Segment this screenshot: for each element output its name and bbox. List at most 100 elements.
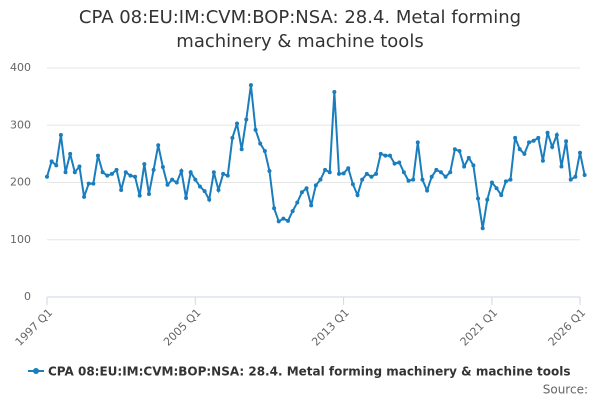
y-tick-label: 300 <box>10 118 31 131</box>
data-point <box>68 151 73 156</box>
data-point <box>568 177 573 182</box>
data-point <box>216 187 221 192</box>
data-point <box>397 160 402 165</box>
data-point <box>452 147 457 152</box>
data-point <box>550 145 555 150</box>
data-point <box>522 151 527 156</box>
data-point <box>86 181 91 186</box>
data-point <box>299 190 304 195</box>
data-point <box>290 209 295 214</box>
data-point <box>438 170 443 175</box>
data-point <box>123 170 128 175</box>
x-tick-label: 2013 Q1 <box>309 306 352 349</box>
data-point <box>531 138 536 143</box>
data-point <box>332 90 337 95</box>
x-tick-label: 2021 Q1 <box>458 306 501 349</box>
data-point <box>197 184 202 189</box>
data-point <box>369 174 374 179</box>
data-point <box>281 216 286 221</box>
data-point <box>225 173 230 178</box>
data-point <box>503 179 508 184</box>
data-point <box>170 177 175 182</box>
data-point <box>420 177 425 182</box>
data-point <box>295 200 300 205</box>
data-point <box>91 181 96 186</box>
data-point <box>309 203 314 208</box>
data-point <box>443 174 448 179</box>
data-point <box>323 167 328 172</box>
data-point <box>207 197 212 202</box>
y-tick-label: 0 <box>24 290 31 303</box>
data-point <box>109 171 114 176</box>
data-point <box>58 132 63 137</box>
data-point <box>318 177 323 182</box>
data-point <box>146 191 151 196</box>
data-point <box>235 121 240 126</box>
data-point <box>119 187 124 192</box>
data-point <box>554 132 559 137</box>
data-point <box>564 139 569 144</box>
data-point <box>582 173 587 178</box>
data-point <box>276 219 281 224</box>
x-tick-label: 1997 Q1 <box>13 306 56 349</box>
data-point <box>105 173 110 178</box>
legend-label: CPA 08:EU:IM:CVM:BOP:NSA: 28.4. Metal fo… <box>48 365 571 379</box>
data-point <box>434 167 439 172</box>
data-point <box>262 149 267 154</box>
data-point <box>387 153 392 158</box>
data-point <box>244 117 249 122</box>
data-point <box>95 153 100 158</box>
data-point <box>448 170 453 175</box>
y-tick-label: 100 <box>10 233 31 246</box>
data-point <box>327 170 332 175</box>
data-point <box>364 171 369 176</box>
data-point <box>383 153 388 158</box>
data-point <box>188 170 193 175</box>
data-point <box>429 174 434 179</box>
data-point <box>471 163 476 168</box>
data-point <box>517 147 522 152</box>
data-point <box>355 193 360 198</box>
data-point <box>480 226 485 231</box>
data-point <box>540 158 545 163</box>
data-point <box>174 180 179 185</box>
data-point <box>45 174 49 179</box>
data-point <box>128 173 133 178</box>
data-point <box>341 171 346 176</box>
data-point <box>485 197 490 202</box>
data-point <box>527 140 532 145</box>
data-point <box>401 170 406 175</box>
data-point <box>392 161 397 166</box>
data-point <box>221 171 226 176</box>
y-tick-label: 400 <box>10 61 31 74</box>
data-point <box>466 155 471 160</box>
data-point <box>137 193 142 198</box>
data-point <box>230 135 235 140</box>
data-point <box>350 182 355 187</box>
data-point <box>100 170 105 175</box>
data-point <box>411 177 416 182</box>
data-point <box>513 135 518 140</box>
data-point <box>54 163 59 168</box>
data-point <box>193 177 198 182</box>
source: Source: <box>543 383 588 397</box>
data-point <box>142 162 147 167</box>
data-point <box>72 170 77 175</box>
data-point <box>415 140 420 145</box>
data-point <box>49 159 54 164</box>
data-point <box>179 169 184 174</box>
data-point <box>313 183 318 188</box>
data-point <box>508 177 513 182</box>
data-point <box>476 196 481 201</box>
data-point <box>82 194 87 199</box>
data-point <box>239 147 244 152</box>
data-point <box>258 141 263 146</box>
data-point <box>151 167 156 172</box>
data-point <box>211 170 216 175</box>
data-point <box>133 174 138 179</box>
data-point <box>114 167 119 172</box>
data-point <box>346 166 351 171</box>
data-point <box>378 151 383 156</box>
x-tick-label: 2026 Q1 <box>546 306 589 349</box>
